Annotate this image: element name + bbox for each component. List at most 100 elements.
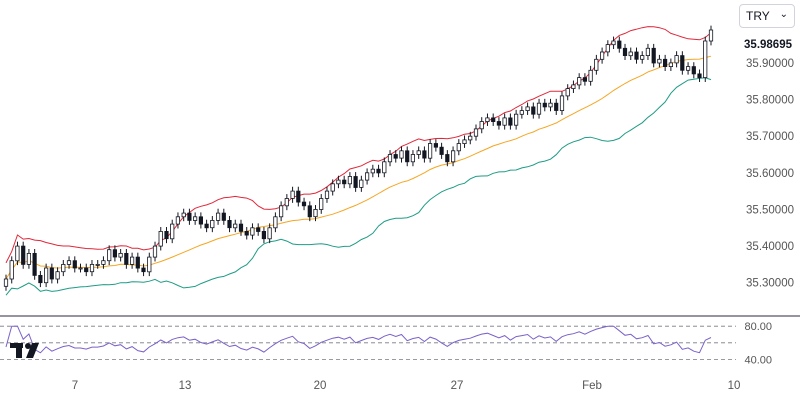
candle (399, 146, 404, 163)
candle-body (473, 128, 479, 137)
candle-body (181, 212, 186, 218)
candle (697, 69, 702, 82)
candle-body (66, 260, 72, 265)
candle-body (278, 205, 284, 218)
candle-body (382, 161, 387, 174)
candle (192, 212, 198, 225)
candle (594, 54, 599, 75)
candle-body (204, 223, 209, 229)
candle-body (364, 172, 370, 181)
candle (66, 256, 72, 269)
bollinger-middle-line (5, 55, 712, 280)
candle-body (152, 245, 158, 258)
candle-body (26, 252, 32, 265)
candle-body (129, 256, 135, 265)
price-axis: 35.90000 35.80000 35.70000 35.60000 35.50000… (746, 58, 794, 290)
candle (170, 219, 175, 244)
price-pane[interactable] (3, 25, 714, 296)
candle-body (502, 117, 507, 126)
candle-body (657, 58, 662, 64)
candle-body (210, 219, 215, 229)
tradingview-logo-icon[interactable] (10, 341, 46, 359)
candle-body (244, 230, 249, 236)
candle (210, 216, 215, 233)
candle-body (164, 230, 169, 240)
candle-body (215, 212, 221, 221)
time-tick-label: 20 (314, 380, 327, 392)
candle-body (376, 168, 381, 174)
candle (588, 65, 593, 86)
rsi-pane[interactable] (0, 325, 736, 360)
candle (508, 113, 513, 130)
candle (313, 205, 318, 222)
candle-body (198, 216, 203, 225)
candle-body (651, 47, 656, 64)
candle (605, 40, 610, 57)
candle (215, 208, 221, 225)
candle-body (95, 263, 100, 266)
candle (514, 109, 519, 130)
candle (674, 51, 679, 68)
candle (112, 245, 117, 262)
candle (284, 194, 289, 211)
candle (187, 208, 192, 225)
chevron-down-icon: ⌄ (779, 9, 788, 20)
candle (536, 98, 542, 119)
candle (519, 106, 524, 119)
candle (542, 98, 547, 112)
candle-body (536, 102, 542, 115)
candle-body (9, 260, 14, 280)
candle-body (330, 183, 335, 192)
candle-body (44, 267, 49, 284)
candle (238, 219, 244, 236)
candle (364, 168, 370, 185)
candle-body (342, 179, 347, 185)
candle (261, 227, 267, 244)
candle (686, 62, 691, 75)
candle-body (118, 252, 123, 258)
time-tick-label: 7 (72, 380, 78, 392)
candle (84, 263, 89, 277)
candle-body (336, 179, 341, 185)
candle-body (531, 106, 536, 115)
candle-body (600, 51, 605, 60)
candle-body (187, 212, 192, 221)
candle-body (519, 110, 524, 115)
candle-body (433, 143, 439, 148)
currency-select[interactable]: TRY ⌄ (739, 4, 795, 28)
candle (376, 164, 381, 178)
candle-body (445, 154, 450, 163)
candle (565, 84, 570, 101)
candle-body (3, 278, 9, 287)
candle-body (577, 77, 582, 86)
candle-body (645, 47, 651, 56)
candle (387, 150, 393, 167)
candle-body (72, 260, 77, 269)
candle (416, 146, 421, 159)
candle (708, 25, 714, 46)
candle (445, 150, 450, 167)
candle-body (485, 117, 490, 123)
candle-body (32, 252, 37, 276)
candle-body (324, 190, 330, 199)
time-tick-label: 27 (451, 380, 464, 392)
candle-body (307, 205, 312, 218)
candle-body (663, 58, 668, 67)
candle-body (359, 179, 364, 188)
candle-body (640, 55, 645, 60)
candle-body (227, 219, 232, 229)
candle-body (38, 274, 43, 284)
candle (651, 43, 656, 68)
candle (38, 270, 43, 288)
candle (198, 212, 203, 229)
candle (577, 73, 582, 90)
candle (164, 227, 169, 244)
candle-body (233, 223, 238, 229)
bollinger-upper-line (5, 26, 712, 264)
candle-body (238, 223, 244, 232)
candle-body (387, 154, 393, 163)
candle (233, 219, 238, 233)
candle (668, 58, 674, 71)
